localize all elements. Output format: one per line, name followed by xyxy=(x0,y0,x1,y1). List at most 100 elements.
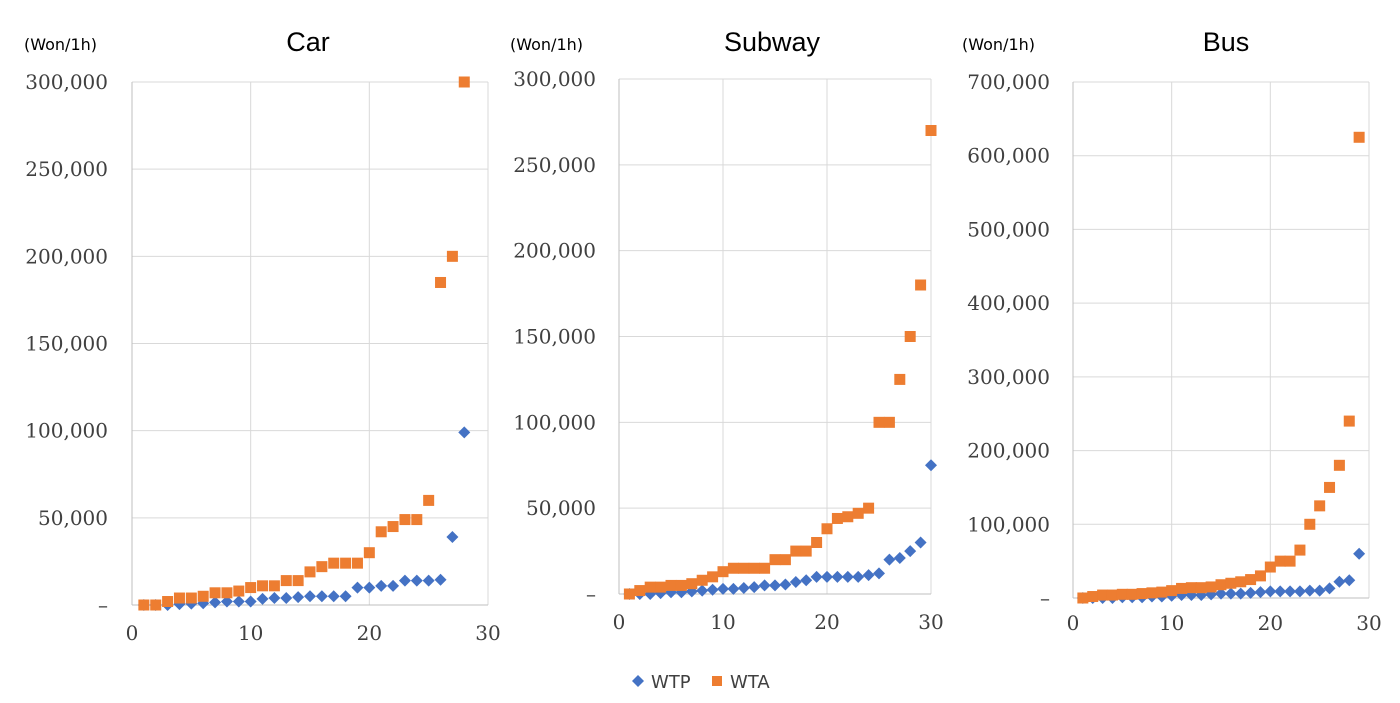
data-point-wtp xyxy=(339,590,352,603)
data-point-wta xyxy=(904,331,916,342)
data-point-wtp xyxy=(748,581,761,594)
data-point-wta xyxy=(1205,581,1217,593)
data-point-wta xyxy=(1343,415,1355,427)
data-point-wtp xyxy=(1224,587,1237,600)
data-point-wtp xyxy=(1343,574,1356,587)
y-tick-label: – xyxy=(1040,586,1050,610)
data-point-wtp xyxy=(410,574,423,587)
series-wta xyxy=(138,76,470,611)
data-point-wta xyxy=(1333,459,1345,471)
data-point-wtp xyxy=(375,579,388,592)
data-point-wtp xyxy=(1284,585,1297,598)
y-tick-label: 50,000 xyxy=(526,496,596,520)
data-point-wtp xyxy=(779,578,792,591)
data-point-wtp xyxy=(831,570,844,583)
x-tick-label: 30 xyxy=(1356,611,1381,635)
data-point-wta xyxy=(759,562,771,574)
data-point-wta xyxy=(686,578,698,590)
y-tick-label: 150,000 xyxy=(25,332,108,356)
data-point-wta xyxy=(1136,588,1148,600)
data-point-wtp xyxy=(1234,587,1247,600)
data-point-wtp xyxy=(1244,586,1257,599)
y-tick-label: 400,000 xyxy=(967,291,1050,315)
data-point-wta xyxy=(1156,586,1168,598)
data-point-wta xyxy=(1087,591,1099,603)
data-point-wta xyxy=(790,545,802,557)
y-unit-label: (Won/1h) xyxy=(510,35,583,54)
x-tick-label: 10 xyxy=(1159,611,1184,635)
data-point-wta xyxy=(411,514,423,526)
data-point-wta xyxy=(873,416,885,428)
chart-title: Subway xyxy=(724,27,821,57)
data-point-wtp xyxy=(1313,584,1326,597)
data-point-wtp xyxy=(458,426,471,439)
data-point-wta xyxy=(811,537,823,548)
data-point-wta xyxy=(150,599,162,611)
data-point-wta xyxy=(769,554,781,566)
y-tick-label: 300,000 xyxy=(967,365,1050,389)
y-tick-label: 500,000 xyxy=(967,217,1050,241)
x-tick-label: 30 xyxy=(475,621,500,645)
data-point-wta xyxy=(707,571,719,583)
data-point-wta xyxy=(644,581,656,593)
data-point-wta xyxy=(1126,588,1138,600)
data-point-wtp xyxy=(904,545,917,558)
data-point-wta xyxy=(852,507,864,519)
data-point-wta xyxy=(1304,518,1316,530)
data-point-wta xyxy=(696,574,708,586)
data-point-wtp xyxy=(1254,586,1267,599)
data-point-wtp xyxy=(280,592,293,605)
chart-panel-subway: Subway (Won/1h) – 50,000 100,000 150,000 200,0… xyxy=(510,27,944,634)
y-tick-label: 600,000 xyxy=(967,144,1050,168)
data-point-wta xyxy=(173,592,185,604)
data-point-wtp xyxy=(893,551,906,564)
y-tick-label: 100,000 xyxy=(967,512,1050,536)
data-point-wta xyxy=(738,562,750,574)
data-point-wtp xyxy=(1293,585,1306,598)
y-tick-label: – xyxy=(98,593,108,617)
data-point-wta xyxy=(623,588,635,600)
legend-label-wta: WTA xyxy=(730,672,770,693)
y-tick-label: 250,000 xyxy=(513,153,596,177)
series-wta xyxy=(623,125,937,600)
data-point-wtp xyxy=(883,553,896,566)
x-tick-label: 20 xyxy=(1258,611,1283,635)
data-point-wta xyxy=(655,581,667,593)
data-point-wtp xyxy=(220,595,233,608)
data-point-wta xyxy=(748,562,760,574)
data-point-wtp xyxy=(737,581,750,594)
data-point-wta xyxy=(257,580,269,592)
data-point-wtp xyxy=(232,595,245,608)
data-point-wtp xyxy=(1274,585,1287,598)
data-point-wtp xyxy=(914,536,927,549)
legend-marker-wtp xyxy=(632,675,644,687)
data-point-wta xyxy=(1245,574,1257,586)
data-point-wtp xyxy=(841,570,854,583)
data-point-wta xyxy=(340,557,352,569)
data-point-wta xyxy=(1195,582,1207,594)
data-point-wta xyxy=(1225,577,1237,589)
data-point-wtp xyxy=(244,595,257,608)
chart-title: Car xyxy=(286,27,330,57)
data-point-wtp xyxy=(292,591,305,604)
data-point-wta xyxy=(162,596,174,608)
data-point-wta xyxy=(292,575,304,587)
x-tick-label: 0 xyxy=(1067,611,1080,635)
data-point-wtp xyxy=(422,574,435,587)
data-point-wta xyxy=(1215,579,1227,591)
data-point-wtp xyxy=(363,581,376,594)
data-point-wta xyxy=(435,276,447,288)
chart-title: Bus xyxy=(1203,27,1250,57)
data-point-wta xyxy=(245,582,257,594)
data-point-wta xyxy=(1176,582,1188,594)
data-point-wtp xyxy=(1303,584,1316,597)
data-point-wtp xyxy=(862,569,875,582)
data-point-wta xyxy=(351,557,363,569)
data-point-wta xyxy=(197,590,209,602)
chart-panel-car: Car (Won/1h) – 50,000 100,000 150,000 200,000 2… xyxy=(24,27,501,645)
chart-panel-bus: Bus (Won/1h) – 100,000 200,000 300,000 400,000… xyxy=(962,27,1382,635)
data-point-wtp xyxy=(446,531,459,544)
data-point-wta xyxy=(894,373,906,385)
data-point-wtp xyxy=(268,592,281,605)
